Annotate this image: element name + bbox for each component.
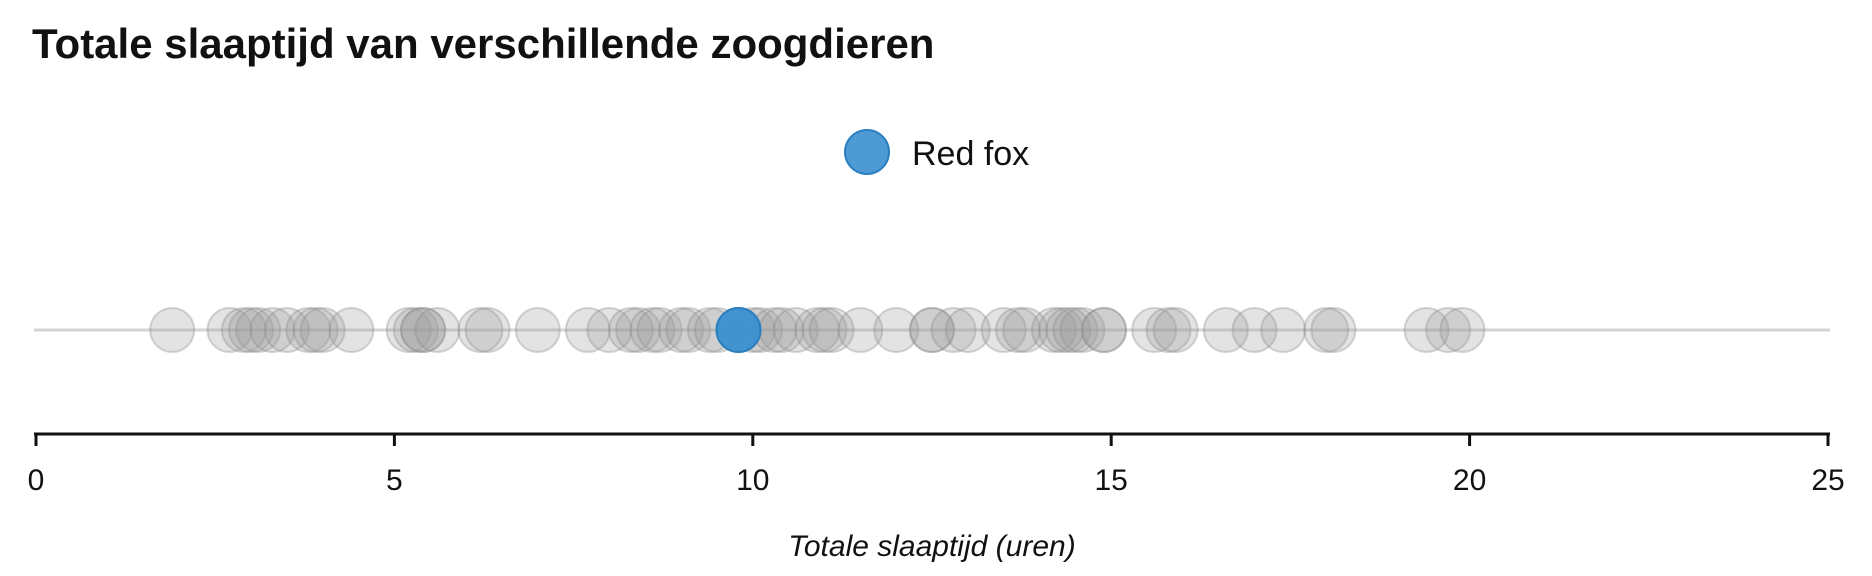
data-point <box>249 307 296 353</box>
data-point <box>400 307 447 353</box>
data-point <box>658 307 705 353</box>
data-point <box>980 307 1027 353</box>
data-point <box>1145 307 1192 353</box>
data-point <box>299 307 346 353</box>
x-tick-label: 25 <box>1811 464 1844 497</box>
data-point <box>1439 307 1486 353</box>
data-point <box>228 307 274 353</box>
legend-label-red-fox: Red fox <box>912 135 1029 173</box>
data-point <box>1425 307 1472 353</box>
chart-title: Totale slaaptijd van verschillende zoogd… <box>32 20 934 67</box>
data-point <box>1045 307 1092 353</box>
data-point <box>586 307 633 353</box>
data-points <box>149 307 1486 353</box>
data-point <box>794 307 841 353</box>
data-point <box>772 307 819 353</box>
data-point <box>1231 307 1278 353</box>
data-point <box>235 307 282 353</box>
data-point <box>414 307 461 353</box>
data-point <box>457 307 504 353</box>
data-point <box>220 307 267 353</box>
x-tick-label: 15 <box>1095 464 1128 497</box>
data-point <box>801 307 848 353</box>
legend: Red fox <box>844 129 1029 175</box>
highlight-point-red-fox <box>715 307 762 353</box>
highlight-layer <box>715 307 762 353</box>
x-axis-ticks: 0 5 10 15 20 25 <box>28 434 1845 497</box>
data-point <box>392 307 439 353</box>
x-tick-label: 0 <box>28 464 45 497</box>
data-point <box>1081 307 1127 353</box>
data-point <box>1310 307 1357 353</box>
data-point <box>837 307 884 353</box>
data-point <box>1038 307 1084 353</box>
data-point <box>995 307 1041 353</box>
data-point <box>665 307 712 353</box>
data-point <box>400 307 447 353</box>
data-point <box>1081 307 1127 353</box>
data-point <box>944 307 991 353</box>
data-point <box>1260 307 1307 353</box>
data-point <box>615 307 662 353</box>
data-point <box>1403 307 1450 353</box>
data-point <box>873 307 920 353</box>
data-point <box>149 307 196 353</box>
data-point <box>514 307 561 353</box>
data-point <box>1002 307 1049 353</box>
x-tick-label: 10 <box>736 464 769 497</box>
data-point <box>930 307 977 353</box>
data-point <box>636 307 683 353</box>
data-point <box>385 307 432 353</box>
x-tick-label: 20 <box>1453 464 1486 497</box>
data-point <box>285 307 332 353</box>
data-point <box>1152 307 1199 353</box>
x-tick-label: 5 <box>386 464 403 497</box>
data-point <box>1052 307 1099 353</box>
data-point <box>1202 307 1249 353</box>
data-point <box>206 307 253 353</box>
data-point <box>464 307 511 353</box>
data-point <box>1030 307 1077 353</box>
data-point <box>629 307 676 353</box>
x-axis-label: Totale slaaptijd (uren) <box>788 530 1075 563</box>
data-point <box>1303 307 1350 353</box>
data-point <box>607 307 654 353</box>
legend-swatch-red-fox <box>844 129 890 175</box>
data-point <box>1059 307 1106 353</box>
data-point <box>564 307 611 353</box>
data-point <box>292 307 339 353</box>
data-point <box>909 307 955 353</box>
data-point <box>909 307 955 353</box>
data-point <box>808 307 855 353</box>
data-point <box>328 307 375 353</box>
data-point <box>263 307 310 353</box>
data-point <box>1131 307 1178 353</box>
